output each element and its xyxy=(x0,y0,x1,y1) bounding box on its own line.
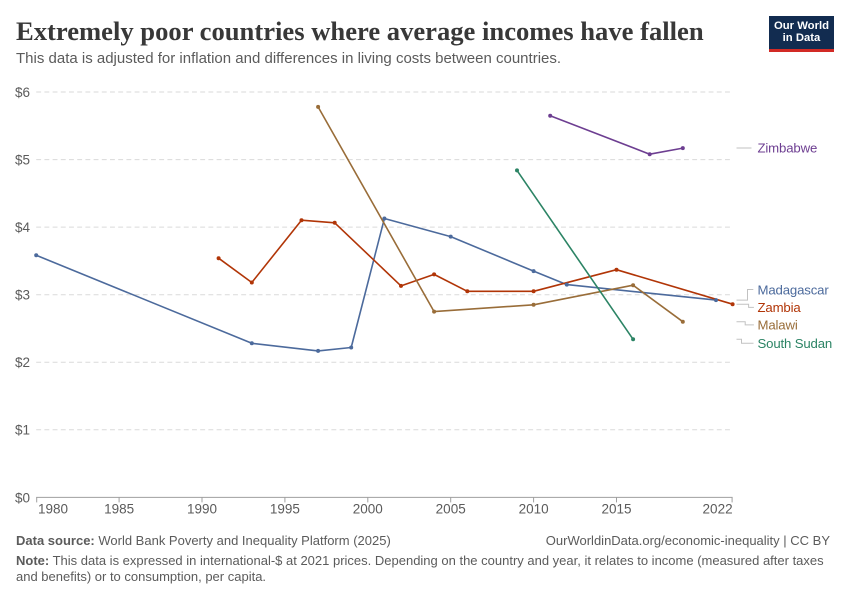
svg-text:2010: 2010 xyxy=(519,502,549,517)
svg-text:Zimbabwe: Zimbabwe xyxy=(758,141,818,156)
svg-text:$2: $2 xyxy=(15,355,30,370)
svg-text:2022: 2022 xyxy=(703,502,733,517)
svg-text:2000: 2000 xyxy=(353,502,383,517)
svg-text:1990: 1990 xyxy=(187,502,217,517)
svg-text:Malawi: Malawi xyxy=(758,318,798,333)
svg-text:$6: $6 xyxy=(15,85,30,100)
svg-text:2005: 2005 xyxy=(436,502,466,517)
svg-text:Zambia: Zambia xyxy=(758,300,802,315)
svg-text:$1: $1 xyxy=(15,423,30,438)
svg-text:2015: 2015 xyxy=(601,502,631,517)
svg-text:1985: 1985 xyxy=(104,502,134,517)
svg-text:$3: $3 xyxy=(15,288,30,303)
svg-text:$0: $0 xyxy=(15,490,30,505)
svg-text:1995: 1995 xyxy=(270,502,300,517)
svg-text:Madagascar: Madagascar xyxy=(758,282,830,297)
svg-text:$5: $5 xyxy=(15,153,30,168)
svg-text:South Sudan: South Sudan xyxy=(758,336,833,351)
svg-text:1980: 1980 xyxy=(38,502,68,517)
svg-text:$4: $4 xyxy=(15,220,31,235)
